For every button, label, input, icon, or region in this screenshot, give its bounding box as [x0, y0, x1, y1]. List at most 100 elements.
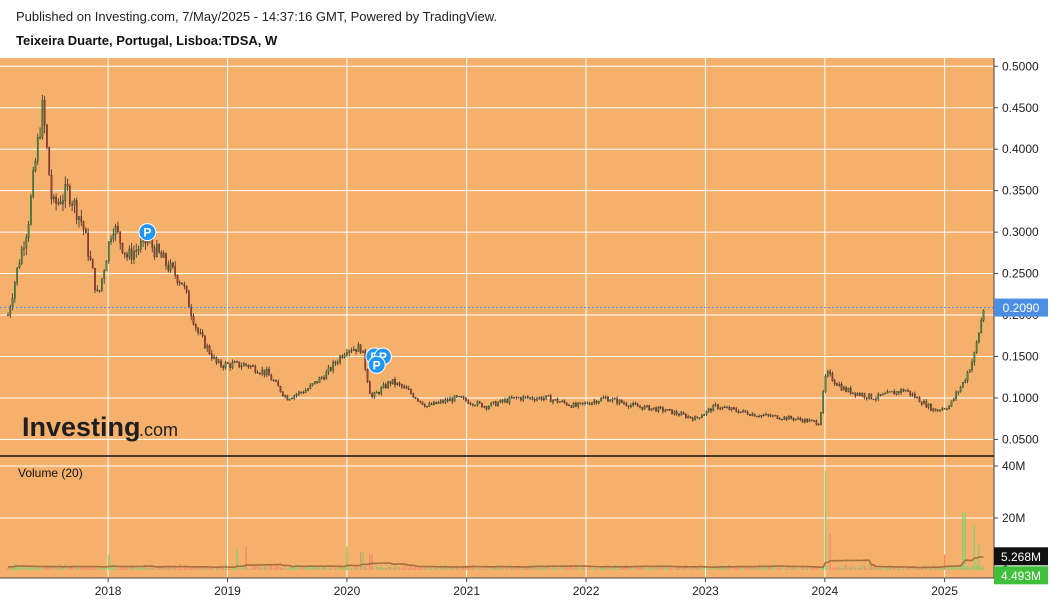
volume-bar — [520, 568, 522, 570]
candle-body — [158, 244, 160, 253]
volume-bar — [611, 566, 614, 570]
volume-bar — [982, 566, 985, 570]
volume-bar — [458, 567, 460, 570]
volume-bar — [955, 565, 957, 570]
volume-bar — [577, 564, 579, 570]
candle-body — [311, 383, 314, 386]
candle-body — [772, 415, 774, 417]
investing-logo-suffix: .com — [139, 420, 178, 440]
volume-bar — [916, 568, 918, 570]
candle-body — [602, 397, 605, 399]
candle-body — [373, 392, 376, 397]
volume-bar — [666, 566, 669, 570]
volume-ma-label: 4.493M — [1001, 569, 1041, 583]
volume-bar — [183, 565, 186, 570]
volume-bar — [350, 568, 353, 570]
candle-body — [451, 398, 454, 402]
candle-body — [286, 395, 289, 401]
candle-body — [59, 201, 62, 204]
volume-bar — [142, 566, 144, 570]
volume-bar — [55, 568, 57, 570]
candle-body — [314, 381, 316, 384]
candle-body — [320, 377, 323, 379]
candle-body — [254, 365, 257, 373]
candle-body — [213, 356, 215, 359]
candle-body — [222, 365, 225, 368]
candle-body — [911, 393, 914, 396]
volume-bar — [641, 567, 644, 570]
volume-bar — [121, 566, 124, 570]
candle-body — [36, 136, 39, 162]
candle-body — [513, 396, 515, 399]
volume-bar — [490, 567, 492, 570]
candle-body — [293, 395, 296, 399]
volume-bar — [838, 565, 840, 570]
time-axis: 2018 2019 2020 2021 2022 2023 2024 2025 — [95, 578, 958, 598]
volume-bar — [48, 567, 50, 570]
candle-body — [256, 372, 259, 374]
candle-body — [465, 397, 467, 401]
volume-bar — [524, 566, 527, 570]
candle-body — [721, 406, 724, 409]
candle-body — [309, 384, 312, 390]
volume-bar — [540, 565, 543, 570]
dividend-marker-icon[interactable] — [367, 355, 386, 374]
candle-body — [849, 387, 852, 394]
candle-body — [96, 289, 99, 292]
volume-bar — [110, 565, 112, 570]
volume-bar — [25, 567, 28, 570]
volume-bar — [240, 565, 243, 570]
volume-bar — [953, 566, 955, 570]
candle-body — [508, 397, 511, 403]
candle-body — [694, 416, 696, 421]
volume-bar — [980, 567, 982, 570]
candle-body — [554, 398, 557, 401]
volume-bar — [339, 564, 341, 570]
volume-bar — [467, 565, 469, 570]
volume-bar — [703, 568, 705, 570]
volume-ma-label-badge — [994, 566, 1048, 585]
volume-bar — [414, 566, 417, 570]
candle-body — [737, 411, 740, 414]
candle-body — [673, 411, 676, 415]
candle-body — [172, 262, 174, 267]
price-tick-label: 0.3500 — [1002, 184, 1039, 198]
dividend-marker-icon[interactable] — [138, 223, 157, 242]
dividend-markers[interactable]: PPPP — [138, 223, 392, 374]
volume-bar — [483, 568, 486, 570]
candle-body — [302, 392, 305, 394]
candle-body — [206, 345, 209, 349]
candle-body — [758, 416, 760, 418]
candle-body — [575, 403, 577, 407]
candle-body — [210, 353, 213, 359]
candle-body — [657, 406, 660, 412]
volume-bar — [419, 566, 421, 570]
volume-bar — [50, 568, 53, 570]
volume-bar — [966, 565, 969, 570]
candle-body — [655, 407, 657, 412]
volume-bar — [648, 568, 650, 570]
volume-bar — [708, 568, 710, 570]
candle-body — [604, 397, 607, 399]
volume-bar — [332, 568, 334, 570]
volume-bar — [875, 567, 877, 570]
volume-bar — [71, 565, 73, 570]
volume-bar — [433, 566, 435, 570]
volume-bar — [117, 568, 119, 570]
volume-bar — [375, 565, 378, 570]
volume-bar — [779, 568, 781, 570]
candle-body — [543, 397, 545, 401]
candle-body — [215, 356, 218, 363]
volume-bar — [135, 565, 137, 570]
volume-bar — [485, 565, 488, 570]
candle-body — [339, 355, 341, 363]
volume-bar — [364, 565, 366, 570]
volume-bar — [153, 568, 156, 570]
candle-body — [396, 382, 399, 385]
volume-bar — [307, 564, 309, 570]
volume-bar — [295, 564, 298, 570]
volume-bar — [453, 566, 456, 570]
candle-body — [330, 367, 332, 371]
candle-body — [245, 363, 247, 366]
